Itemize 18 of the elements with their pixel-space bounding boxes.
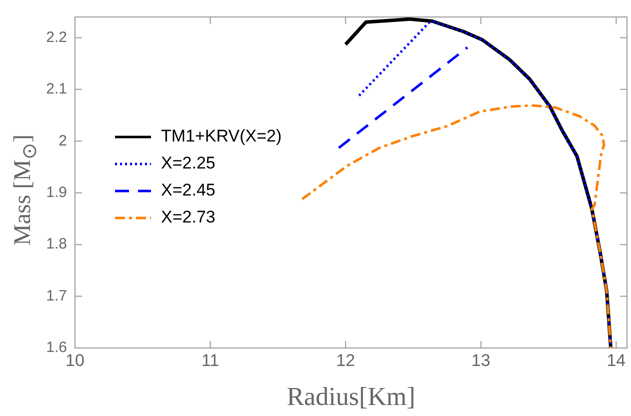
x-tick-label: 13 bbox=[471, 350, 490, 370]
x-tick-label: 14 bbox=[606, 350, 626, 370]
y-tick-label: 1.6 bbox=[46, 339, 67, 356]
x-tick-label: 10 bbox=[66, 350, 84, 370]
y-tick-label: 1.7 bbox=[46, 287, 67, 304]
x-axis-title: Radius[Km] bbox=[286, 382, 416, 412]
y-tick-label: 1.9 bbox=[46, 184, 67, 201]
legend-label: X=2.45 bbox=[161, 180, 216, 200]
line-series bbox=[301, 104, 612, 348]
y-tick-label: 2 bbox=[58, 132, 67, 150]
legend-label: X=2.25 bbox=[161, 154, 216, 173]
x-tick-label: 11 bbox=[201, 350, 220, 370]
y-tick-label: 2.1 bbox=[46, 80, 67, 98]
y-tick-label: 1.8 bbox=[46, 236, 67, 253]
x-tick-label: 12 bbox=[336, 350, 356, 370]
legend-label: X=2.73 bbox=[161, 208, 216, 227]
legend-label: TM1+KRV(X=2) bbox=[161, 126, 282, 146]
y-tick-label: 2.2 bbox=[46, 28, 67, 46]
